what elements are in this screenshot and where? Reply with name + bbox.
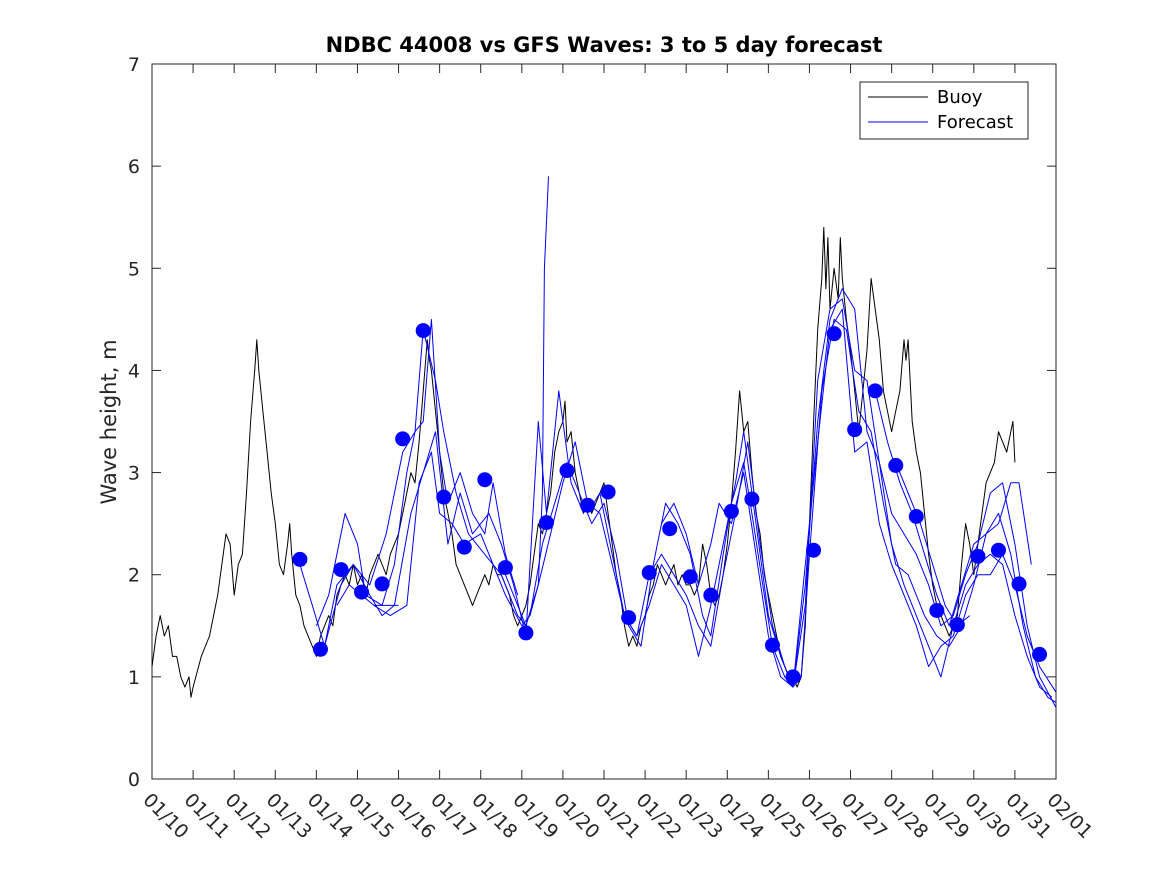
forecast-marker xyxy=(888,457,904,473)
forecast-marker xyxy=(682,569,698,585)
forecast-marker xyxy=(333,562,349,578)
y-tick-label: 2 xyxy=(128,565,140,587)
forecast-marker xyxy=(744,491,760,507)
y-tick-label: 3 xyxy=(128,463,140,485)
legend: Buoy Forecast xyxy=(859,81,1029,140)
forecast-marker xyxy=(374,576,390,592)
legend-box xyxy=(859,81,1029,140)
forecast-marker xyxy=(477,472,493,488)
forecast-series-line-5 xyxy=(504,318,1057,703)
legend-label-buoy: Buoy xyxy=(937,87,983,108)
y-tick-label: 4 xyxy=(128,360,140,382)
forecast-marker xyxy=(436,489,452,505)
y-tick-label: 7 xyxy=(128,54,140,76)
forecast-marker xyxy=(949,617,965,633)
y-tick-label: 5 xyxy=(128,258,140,280)
forecast-marker xyxy=(354,584,370,600)
plot-area xyxy=(151,63,1057,780)
forecast-marker xyxy=(806,542,822,558)
forecast-series-line-9 xyxy=(874,390,1032,627)
forecast-marker xyxy=(312,641,328,657)
forecast-marker xyxy=(970,548,986,564)
legend-label-forecast: Forecast xyxy=(937,112,1013,133)
y-axis: 0 1 2 3 4 5 6 7 xyxy=(128,54,1056,791)
forecast-marker xyxy=(662,521,678,537)
forecast-markers xyxy=(292,323,1048,685)
forecast-series-line-2 xyxy=(315,318,519,626)
forecast-marker xyxy=(641,565,657,581)
forecast-series-line-7 xyxy=(587,288,1053,698)
forecast-marker xyxy=(1032,646,1048,662)
forecast-series-line-3 xyxy=(324,390,584,647)
chart-title: NDBC 44008 vs GFS Waves: 3 to 5 day fore… xyxy=(326,33,883,57)
forecast-marker xyxy=(395,431,411,447)
forecast-marker xyxy=(415,323,431,339)
forecast-marker xyxy=(703,587,719,603)
forecast-marker xyxy=(456,539,472,555)
forecast-marker xyxy=(497,560,513,576)
y-tick-label: 0 xyxy=(128,769,140,791)
forecast-series-line-6 xyxy=(529,298,1057,708)
forecast-marker xyxy=(559,463,575,479)
forecast-marker xyxy=(908,508,924,524)
y-tick-label: 6 xyxy=(128,156,140,178)
forecast-marker xyxy=(1011,576,1027,592)
forecast-marker xyxy=(600,484,616,500)
y-axis-label: Wave height, m xyxy=(97,339,121,504)
y-tick-label: 1 xyxy=(128,667,140,689)
forecast-series-line-1 xyxy=(299,329,527,647)
forecast-marker xyxy=(826,326,842,342)
forecast-marker xyxy=(538,515,554,531)
forecast-marker xyxy=(929,602,945,618)
forecast-marker xyxy=(723,503,739,519)
forecast-marker xyxy=(764,637,780,653)
forecast-marker xyxy=(990,542,1006,558)
forecast-marker xyxy=(867,383,883,399)
forecast-marker xyxy=(785,669,801,685)
forecast-marker xyxy=(847,422,863,438)
forecast-series-line-8 xyxy=(661,308,1057,693)
forecast-marker xyxy=(580,497,596,513)
forecast-marker xyxy=(292,551,308,567)
forecast-marker xyxy=(621,610,637,626)
forecast-marker xyxy=(518,625,534,641)
